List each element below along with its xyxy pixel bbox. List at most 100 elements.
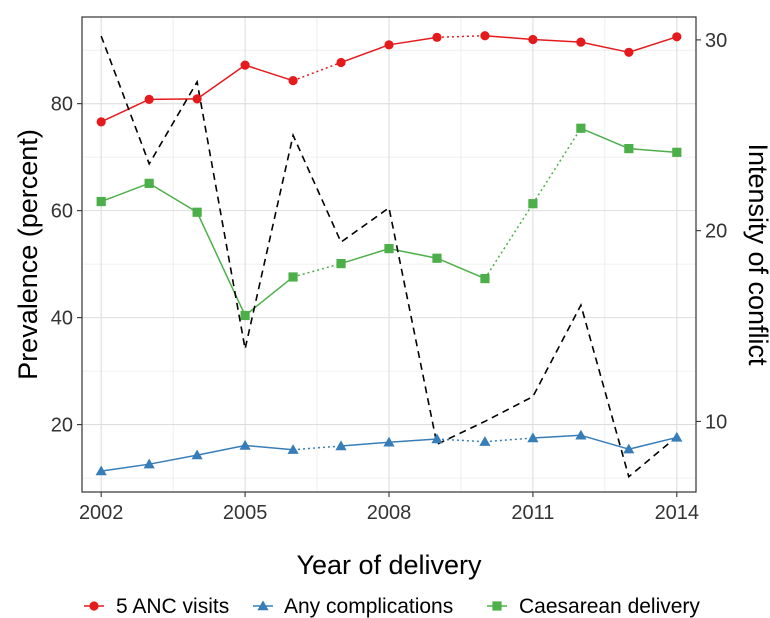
series-1-point-triangle bbox=[239, 439, 251, 450]
x-tick-label: 2002 bbox=[79, 502, 124, 524]
series-2-point-square bbox=[192, 207, 202, 217]
series-0-point-circle bbox=[336, 57, 346, 68]
y-axis-title: Prevalence (percent) bbox=[13, 129, 43, 380]
series-2-segment bbox=[436, 257, 486, 280]
legend-key-square-marker bbox=[492, 601, 502, 611]
series-2-segment bbox=[580, 127, 630, 150]
y2-tick-label: 30 bbox=[705, 30, 727, 52]
series-1-point-triangle bbox=[623, 443, 635, 454]
legend-item-caesarean: Caesarean delivery bbox=[487, 595, 700, 618]
series-1-point-triangle bbox=[479, 436, 491, 446]
x-tick-label: 2008 bbox=[367, 502, 412, 524]
legend-key-triangle-marker bbox=[257, 600, 269, 611]
series-0-point-circle bbox=[624, 47, 634, 57]
x-tick-label: 2005 bbox=[223, 502, 268, 524]
series-0-point-circle bbox=[480, 31, 490, 41]
series-0-point-circle bbox=[240, 60, 250, 70]
series-2-point-square bbox=[624, 143, 634, 154]
legend-key-circle-marker bbox=[89, 601, 99, 611]
series-2-segment bbox=[148, 182, 198, 213]
y2-axis-title: Intensity of conflict bbox=[743, 143, 770, 366]
series-2-point-square bbox=[384, 244, 394, 254]
legend-label: Any complications bbox=[284, 595, 453, 618]
series-1-segment bbox=[580, 434, 630, 450]
series-1-segment bbox=[628, 436, 677, 450]
legend: 5 ANC visits Any complications Caesarean… bbox=[84, 595, 700, 618]
y-tick-label: 20 bbox=[51, 415, 73, 437]
series-0-segment bbox=[484, 34, 533, 41]
x-axis-title: Year of delivery bbox=[296, 550, 482, 580]
conflict-intensity-line bbox=[100, 35, 678, 479]
series-1-point-triangle bbox=[671, 431, 683, 442]
series-2-point-square bbox=[336, 258, 346, 269]
series-1-segment bbox=[484, 437, 533, 443]
series-1-point-triangle bbox=[143, 458, 155, 469]
legend-label: Caesarean delivery bbox=[519, 595, 700, 618]
series-0-point-circle bbox=[576, 37, 586, 47]
series-0-point-circle bbox=[528, 34, 538, 45]
series-0-point-circle bbox=[288, 76, 298, 86]
legend-item-anc: 5 ANC visits bbox=[84, 595, 229, 618]
series-2-point-square bbox=[576, 123, 586, 133]
axes: 2002 2005 2008 2011 2014 20 40 60 80 10 20 30 bbox=[51, 30, 728, 524]
series-0-segment bbox=[628, 36, 678, 54]
series-1-point-triangle bbox=[191, 449, 203, 460]
series-0-segment bbox=[580, 41, 629, 54]
series-1-segment bbox=[340, 441, 390, 447]
series-2-segment bbox=[628, 147, 677, 154]
series-2-segment bbox=[100, 182, 150, 203]
series-0-segment bbox=[340, 44, 390, 64]
y-tick-label: 80 bbox=[51, 94, 73, 116]
series-0-segment bbox=[196, 64, 246, 100]
series-2-point-square bbox=[432, 253, 442, 263]
legend-item-complications: Any complications bbox=[253, 595, 453, 618]
series-0-point-circle bbox=[432, 32, 442, 42]
series-0-segment bbox=[149, 98, 198, 101]
series-2-point-square bbox=[240, 310, 250, 321]
series-0-segment bbox=[100, 98, 150, 123]
series-2-segment bbox=[196, 211, 246, 316]
series-1-segment bbox=[196, 444, 246, 456]
series-2-point-square bbox=[528, 199, 538, 209]
series-2-point-square bbox=[288, 272, 298, 282]
series-1-segment bbox=[436, 438, 485, 443]
legend-label: 5 ANC visits bbox=[116, 595, 229, 618]
series-0-segment bbox=[244, 64, 294, 82]
series-1-segment bbox=[532, 434, 581, 439]
x-tick-label: 2014 bbox=[655, 502, 700, 524]
series-0-segment bbox=[532, 38, 581, 43]
series-2-segment bbox=[340, 247, 390, 265]
series-2-segment bbox=[244, 276, 294, 317]
series-0-point-circle bbox=[96, 117, 106, 127]
series-1-point-triangle bbox=[575, 429, 587, 440]
x-tick-label: 2011 bbox=[511, 502, 554, 524]
series-1-segment bbox=[293, 445, 342, 451]
series-0-segment bbox=[292, 61, 342, 82]
series-0-point-circle bbox=[144, 94, 154, 104]
y2-tick-label: 20 bbox=[705, 221, 727, 243]
series-1-point-triangle bbox=[287, 444, 299, 454]
series-0-point-circle bbox=[672, 32, 682, 42]
series-0-point-circle bbox=[192, 94, 202, 104]
series-2-point-square bbox=[144, 178, 154, 188]
series-0-segment bbox=[388, 36, 438, 46]
series-2-point-square bbox=[96, 196, 106, 207]
series-1-point-triangle bbox=[383, 436, 395, 447]
series-1-segment bbox=[149, 454, 198, 465]
series-1-segment bbox=[388, 438, 438, 444]
series-1-point-triangle bbox=[527, 432, 539, 443]
series-1-point-triangle bbox=[95, 465, 107, 476]
series-1-segment bbox=[245, 444, 294, 451]
y-tick-label: 40 bbox=[51, 308, 73, 330]
series-markers bbox=[95, 31, 683, 476]
series-2-point-square bbox=[480, 273, 490, 284]
series-1-point-triangle bbox=[431, 433, 443, 444]
y-tick-label: 60 bbox=[51, 201, 73, 223]
series-0-point-circle bbox=[384, 40, 394, 50]
series-lines bbox=[100, 34, 678, 479]
series-1-segment bbox=[101, 463, 150, 472]
series-2-segment bbox=[292, 262, 342, 278]
y2-tick-label: 10 bbox=[705, 411, 727, 433]
